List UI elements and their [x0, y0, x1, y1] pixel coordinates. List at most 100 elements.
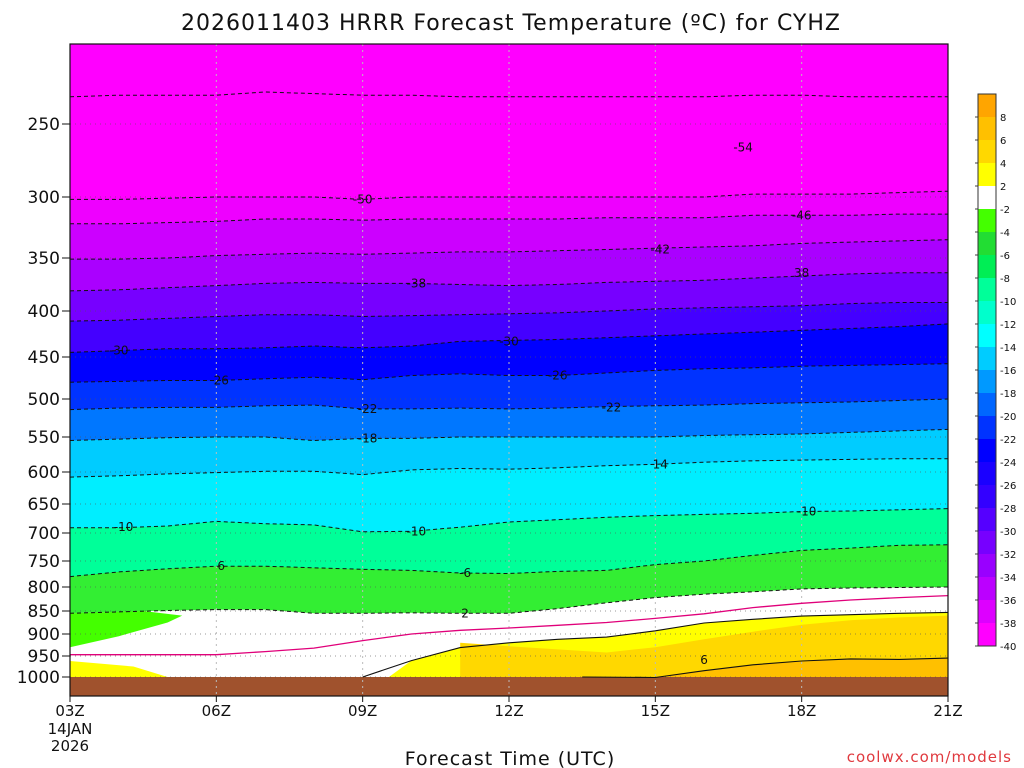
y-tick-label: 900 [28, 625, 60, 645]
colorbar-swatch [978, 278, 996, 302]
colorbar-label: -2 [1000, 205, 1010, 216]
x-axis-label: Forecast Time (UTC) [405, 748, 615, 768]
colorbar-label: -40 [1000, 642, 1016, 653]
contour-label: 6 [700, 653, 708, 667]
colorbar-label: -38 [1000, 619, 1016, 630]
colorbar-swatch [978, 255, 996, 279]
colorbar-label: -22 [1000, 435, 1016, 446]
y-tick-label: 650 [28, 495, 60, 515]
isotherm--50 [70, 190, 949, 200]
colorbar-swatch [978, 462, 996, 486]
y-tick-label: 350 [28, 249, 60, 269]
chart-title: 2026011403 HRRR Forecast Temperature (ºC… [181, 11, 841, 36]
colorbar-label: -26 [1000, 481, 1016, 492]
colorbar-swatch [978, 370, 996, 394]
y-tick-label: 800 [28, 578, 60, 598]
colorbar-label: -36 [1000, 596, 1016, 607]
contour-label: -10 [114, 520, 134, 534]
y-tick-label: 950 [28, 647, 60, 667]
colorbar-label: -4 [1000, 228, 1010, 239]
contour-label: -6 [459, 566, 471, 580]
colorbar-label: -20 [1000, 412, 1016, 423]
colorbar-label: -10 [1000, 297, 1016, 308]
colorbar-label: -24 [1000, 458, 1016, 469]
isotherm-plus6 [582, 657, 949, 679]
contour-label: 14 [653, 457, 668, 471]
contour-label: -46 [792, 208, 812, 222]
y-tick-label: 550 [28, 428, 60, 448]
colorbar-swatch [978, 186, 996, 210]
isotherm--18 [69, 428, 949, 442]
colorbar-swatch [978, 531, 996, 555]
contour-label: -26 [548, 368, 568, 382]
y-tick-label: 250 [28, 115, 60, 135]
contour-label: -54 [733, 140, 753, 154]
colorbar-label: -18 [1000, 389, 1016, 400]
colorbar-label: -30 [1000, 527, 1016, 538]
y-tick-label: 600 [28, 463, 60, 483]
credit-text[interactable]: coolwx.com/models [847, 748, 1012, 766]
contour-label: 2 [461, 606, 469, 620]
contour-label: -18 [358, 431, 378, 445]
contour-label: -22 [358, 402, 378, 416]
x-tick-label: 09Z [348, 702, 377, 720]
band-low-cold-pocket [70, 611, 183, 648]
contour-label: -30 [109, 344, 129, 358]
y-axis: 250 300 350 400 450 500 550 600 650 700 750 800 850 9… [17, 115, 70, 688]
contour-label: 26 [214, 374, 229, 388]
colorbar-swatch [978, 623, 996, 647]
y-tick-label: 450 [28, 348, 60, 368]
y-tick-label: 300 [28, 188, 60, 208]
colorbar-swatch [978, 163, 996, 187]
contour-label: -22 [602, 400, 622, 414]
x-tick-sublabel: 2026 [51, 737, 89, 755]
isotherm-plus2 [362, 611, 949, 678]
colorbar-swatch [978, 554, 996, 578]
y-tick-label: 1000 [17, 668, 60, 688]
colorbar-swatch [978, 117, 996, 141]
x-tick-label: 03Z [55, 702, 84, 720]
y-tick-label: 700 [28, 524, 60, 544]
contour-label: 6 [217, 559, 225, 573]
y-tick-label: 400 [28, 302, 60, 322]
colorbar-swatch [978, 600, 996, 624]
x-tick-label: 15Z [641, 702, 670, 720]
x-tick-label: 06Z [202, 702, 231, 720]
isotherm--54 [69, 91, 948, 98]
colorbar-swatch [978, 393, 996, 417]
colorbar-label: -32 [1000, 550, 1016, 561]
colorbar-swatch [978, 209, 996, 233]
colorbar-swatch [978, 416, 996, 440]
colorbar-swatch [978, 508, 996, 532]
contour-label: 38 [794, 266, 809, 280]
band-surface-warm-left [70, 661, 168, 677]
colorbar-label: -14 [1000, 343, 1016, 354]
colorbar-label: -28 [1000, 504, 1016, 515]
isotherm--22 [69, 398, 949, 411]
colorbar-label: 2 [1000, 182, 1006, 193]
contour-label: -38 [407, 276, 427, 290]
contour-label: -30 [499, 334, 519, 348]
x-tick-label: 18Z [787, 702, 816, 720]
colorbar-label: -34 [1000, 573, 1016, 584]
contour-label: -42 [650, 242, 670, 256]
colorbar-swatch [978, 577, 996, 601]
colorbar-swatch [978, 94, 996, 118]
colorbar-label: 8 [1000, 113, 1006, 124]
colorbar-frame [977, 93, 997, 647]
isotherm--46 [70, 213, 948, 225]
colorbar-swatch [978, 485, 996, 509]
isotherm--34 [69, 302, 948, 322]
contour-label: -10 [407, 524, 427, 538]
colorbar-swatch [978, 232, 996, 256]
freezing-line [70, 594, 949, 656]
colorbar-label: -8 [1000, 274, 1010, 285]
contour-label: -50 [353, 192, 373, 206]
colorbar-swatch [978, 140, 996, 164]
isotherm--42 [70, 239, 949, 260]
colorbar-swatch [978, 347, 996, 371]
colorbar-label: 4 [1000, 159, 1006, 170]
